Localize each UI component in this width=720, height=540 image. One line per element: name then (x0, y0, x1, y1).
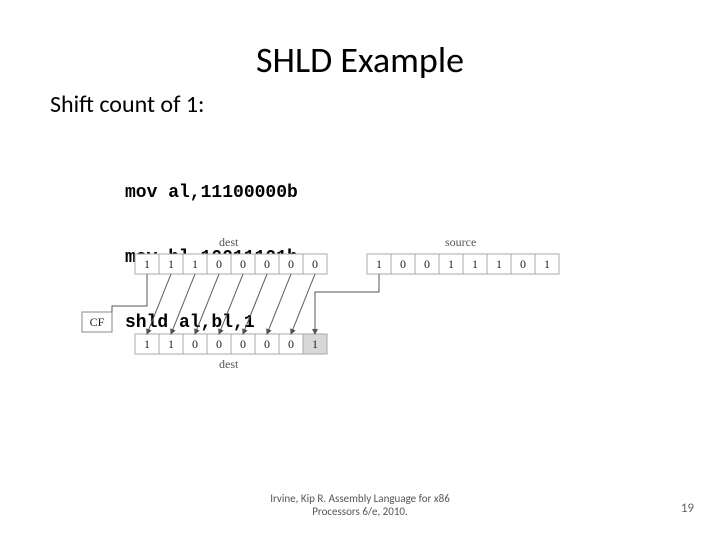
svg-text:1: 1 (144, 257, 150, 271)
svg-text:dest: dest (219, 357, 239, 371)
svg-text:1: 1 (448, 257, 454, 271)
slide: SHLD Example Shift count of 1: mov al,11… (0, 0, 720, 540)
footer-citation: Irvine, Kip R. Assembly Language for x86… (0, 492, 720, 518)
svg-text:0: 0 (424, 257, 430, 271)
svg-text:CF: CF (90, 315, 105, 329)
svg-text:1: 1 (168, 257, 174, 271)
svg-text:1: 1 (472, 257, 478, 271)
svg-text:1: 1 (168, 337, 174, 351)
svg-text:0: 0 (192, 337, 198, 351)
svg-text:0: 0 (312, 257, 318, 271)
svg-text:0: 0 (264, 337, 270, 351)
svg-text:0: 0 (216, 257, 222, 271)
svg-text:1: 1 (544, 257, 550, 271)
svg-text:1: 1 (496, 257, 502, 271)
svg-text:source: source (445, 235, 476, 249)
svg-text:dest: dest (219, 235, 239, 249)
svg-text:0: 0 (288, 257, 294, 271)
svg-text:1: 1 (192, 257, 198, 271)
svg-text:0: 0 (240, 257, 246, 271)
footer-line: Processors 6/e, 2010. (312, 505, 408, 518)
svg-text:0: 0 (520, 257, 526, 271)
svg-text:1: 1 (376, 257, 382, 271)
subtitle: Shift count of 1: (50, 90, 204, 119)
svg-text:0: 0 (216, 337, 222, 351)
code-line: mov al,11100000b (125, 183, 298, 205)
footer-line: Irvine, Kip R. Assembly Language for x86 (270, 492, 450, 505)
svg-text:1: 1 (312, 337, 318, 351)
svg-text:0: 0 (264, 257, 270, 271)
page-number: 19 (681, 501, 694, 516)
svg-text:0: 0 (400, 257, 406, 271)
svg-text:0: 0 (240, 337, 246, 351)
svg-text:1: 1 (144, 337, 150, 351)
svg-text:0: 0 (288, 337, 294, 351)
shld-diagram: dest source 1 1 1 0 0 0 0 0 1 0 0 1 1 1 0 1 1 1 0 0 0 0 0 1 dest CF (80, 230, 600, 410)
page-title: SHLD Example (0, 38, 720, 82)
